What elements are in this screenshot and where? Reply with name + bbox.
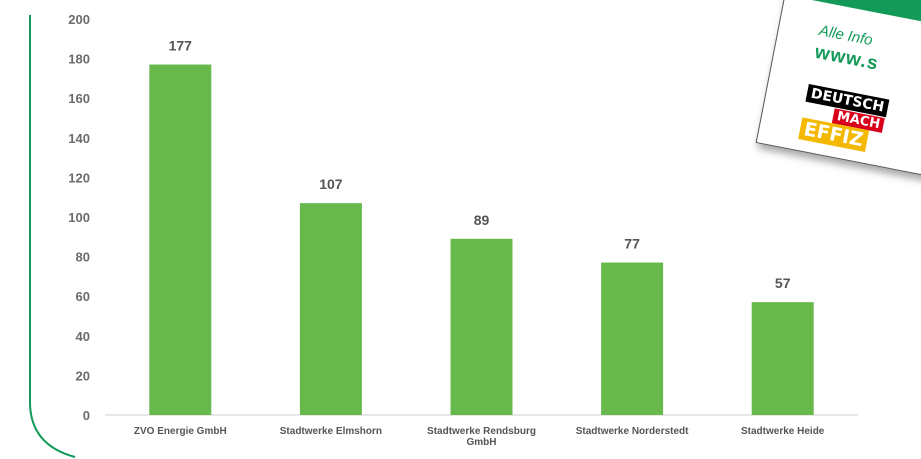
y-tick-label: 200 — [68, 12, 90, 27]
y-tick-label: 0 — [83, 408, 90, 423]
x-category-label: Stadtwerke Norderstedt — [576, 426, 689, 437]
y-tick-label: 180 — [68, 52, 90, 67]
x-category-label: Stadtwerke Elmshorn — [280, 426, 382, 437]
y-tick-label: 100 — [68, 210, 90, 225]
y-tick-label: 140 — [68, 131, 90, 146]
y-tick-label: 20 — [76, 368, 90, 383]
bar — [601, 262, 664, 415]
x-category-label: ZVO Energie GmbH — [134, 426, 227, 437]
bar-value-label: 89 — [474, 212, 490, 228]
bar — [450, 238, 513, 415]
y-tick-label: 80 — [76, 250, 90, 265]
y-tick-label: 160 — [68, 91, 90, 106]
bar-value-label: 177 — [169, 38, 193, 54]
bar-value-label: 77 — [624, 236, 640, 252]
y-tick-label: 60 — [76, 289, 90, 304]
x-category-label: Stadtwerke Rendsburg GmbH — [427, 426, 536, 448]
bar-value-label: 57 — [775, 275, 791, 291]
y-tick-label: 120 — [68, 170, 90, 185]
bar — [299, 203, 362, 415]
x-category-label: Stadtwerke Heide — [741, 426, 825, 437]
y-tick-label: 40 — [76, 329, 90, 344]
bar — [751, 302, 814, 415]
bar-value-label: 107 — [319, 176, 343, 192]
bar — [149, 64, 212, 415]
